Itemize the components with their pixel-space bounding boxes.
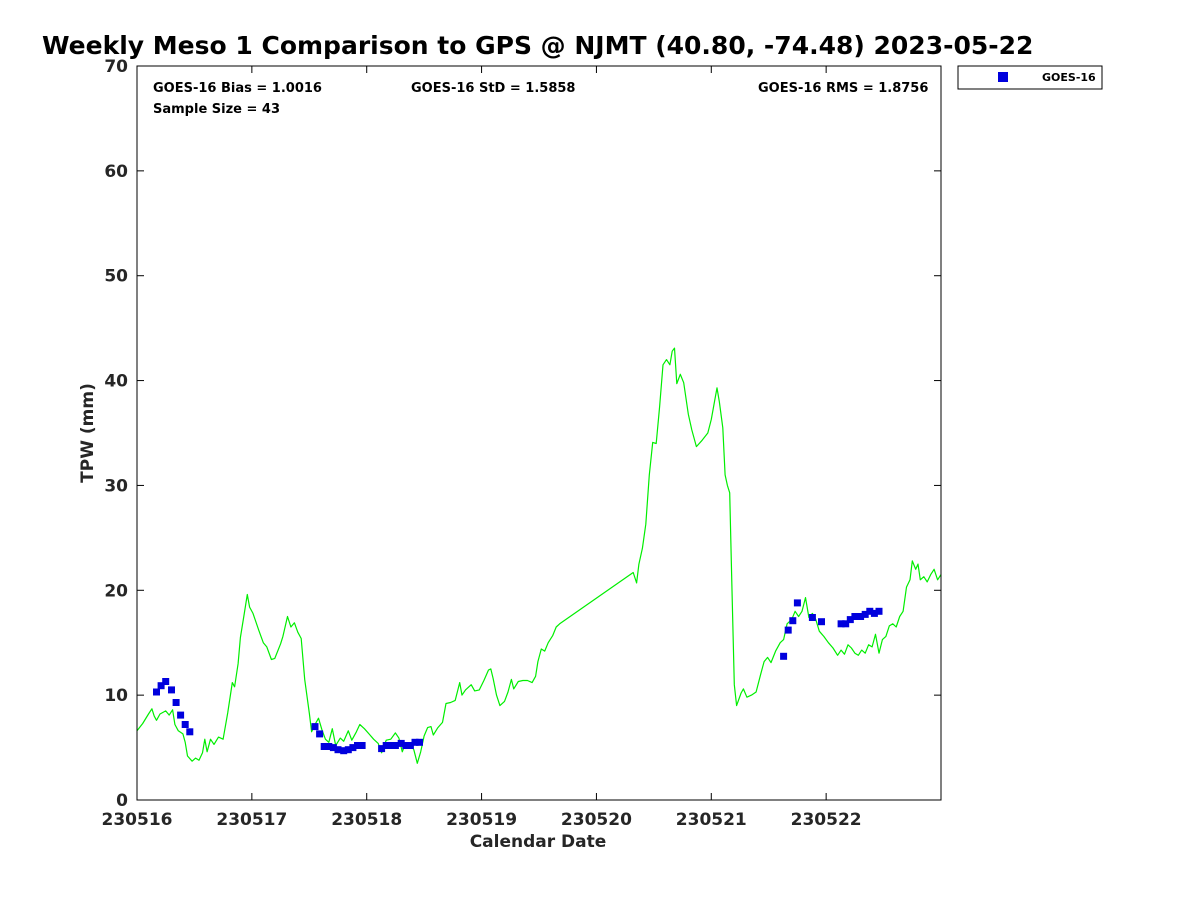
goes16-point xyxy=(391,742,399,749)
goes16-point xyxy=(162,678,170,685)
goes16-point xyxy=(358,742,366,749)
goes16-point xyxy=(416,738,423,746)
goes16-point xyxy=(789,617,797,625)
goes16-point xyxy=(784,626,792,634)
goes16-point xyxy=(349,744,357,752)
goes16-point xyxy=(387,742,395,749)
goes16-point xyxy=(411,738,419,746)
goes16-point xyxy=(842,620,850,628)
goes16-point xyxy=(837,620,845,628)
goes16-point xyxy=(172,699,180,706)
y-tick-label: 10 xyxy=(104,686,128,706)
y-tick-label: 0 xyxy=(116,791,128,811)
x-tick-label: 230516 xyxy=(102,810,173,830)
goes16-point xyxy=(177,711,185,719)
x-tick-label: 230521 xyxy=(676,810,747,830)
goes16-point xyxy=(320,743,328,750)
goes16-point xyxy=(402,742,410,749)
y-tick-label: 30 xyxy=(104,476,128,496)
goes16-point xyxy=(875,607,883,615)
goes16-point xyxy=(340,747,348,755)
y-axis-label: TPW (mm) xyxy=(78,383,98,483)
goes16-point xyxy=(382,742,390,749)
x-tick-label: 230520 xyxy=(561,810,632,830)
goes16-point xyxy=(808,614,816,621)
goes16-point xyxy=(851,613,859,620)
legend-marker-goes16 xyxy=(998,72,1008,82)
plot-frame xyxy=(136,65,942,801)
y-tick-label: 50 xyxy=(104,267,128,287)
goes16-point xyxy=(870,609,878,617)
goes16-point xyxy=(378,745,386,753)
x-axis-ticks: 230516 230517 230518 230519 230520 230521 2305… xyxy=(102,66,862,830)
sample-size-stat: Sample Size = 43 xyxy=(153,102,280,117)
goes16-point xyxy=(846,616,854,624)
goes16-series xyxy=(153,599,883,755)
goes16-point xyxy=(857,613,865,620)
y-tick-label: 20 xyxy=(104,581,128,601)
x-tick-label: 230522 xyxy=(791,810,862,830)
goes16-point xyxy=(157,682,165,690)
gps-line xyxy=(136,347,942,764)
rms-stat: GOES-16 RMS = 1.8756 xyxy=(758,81,928,96)
y-tick-label: 70 xyxy=(104,57,128,77)
goes16-point xyxy=(153,688,160,696)
std-stat: GOES-16 StD = 1.5858 xyxy=(411,81,575,96)
x-tick-label: 230518 xyxy=(331,810,402,830)
goes16-point xyxy=(316,730,324,738)
goes16-point xyxy=(780,652,788,660)
y-tick-label: 60 xyxy=(104,162,128,182)
chart-title: Weekly Meso 1 Comparison to GPS @ NJMT (… xyxy=(42,31,1033,60)
goes16-point xyxy=(354,742,361,749)
goes16-point xyxy=(329,744,337,752)
x-tick-label: 230517 xyxy=(216,810,287,830)
goes16-point xyxy=(861,610,869,618)
goes16-point xyxy=(325,743,333,750)
goes16-point xyxy=(168,686,175,694)
legend-label-goes16: GOES-16 xyxy=(1042,71,1096,84)
bias-stat: GOES-16 Bias = 1.0016 xyxy=(153,81,322,96)
goes16-point xyxy=(311,723,319,731)
goes16-point xyxy=(397,739,405,747)
goes16-point xyxy=(793,599,801,607)
gps-series xyxy=(136,347,942,764)
plot-area xyxy=(136,347,942,764)
goes16-point xyxy=(186,728,194,736)
x-axis-label: Calendar Date xyxy=(470,832,607,852)
goes16-point xyxy=(866,607,874,615)
y-tick-label: 40 xyxy=(104,372,128,392)
goes16-point xyxy=(406,742,414,749)
legend: GOES-16 xyxy=(957,65,1103,90)
goes16-point xyxy=(334,746,342,754)
y-axis-ticks: 0 10 20 30 40 50 60 70 xyxy=(104,57,941,811)
goes16-point xyxy=(181,721,189,728)
x-tick-label: 230519 xyxy=(446,810,517,830)
legend-box xyxy=(957,65,1103,90)
goes16-point xyxy=(818,618,825,626)
goes16-point xyxy=(344,746,352,754)
